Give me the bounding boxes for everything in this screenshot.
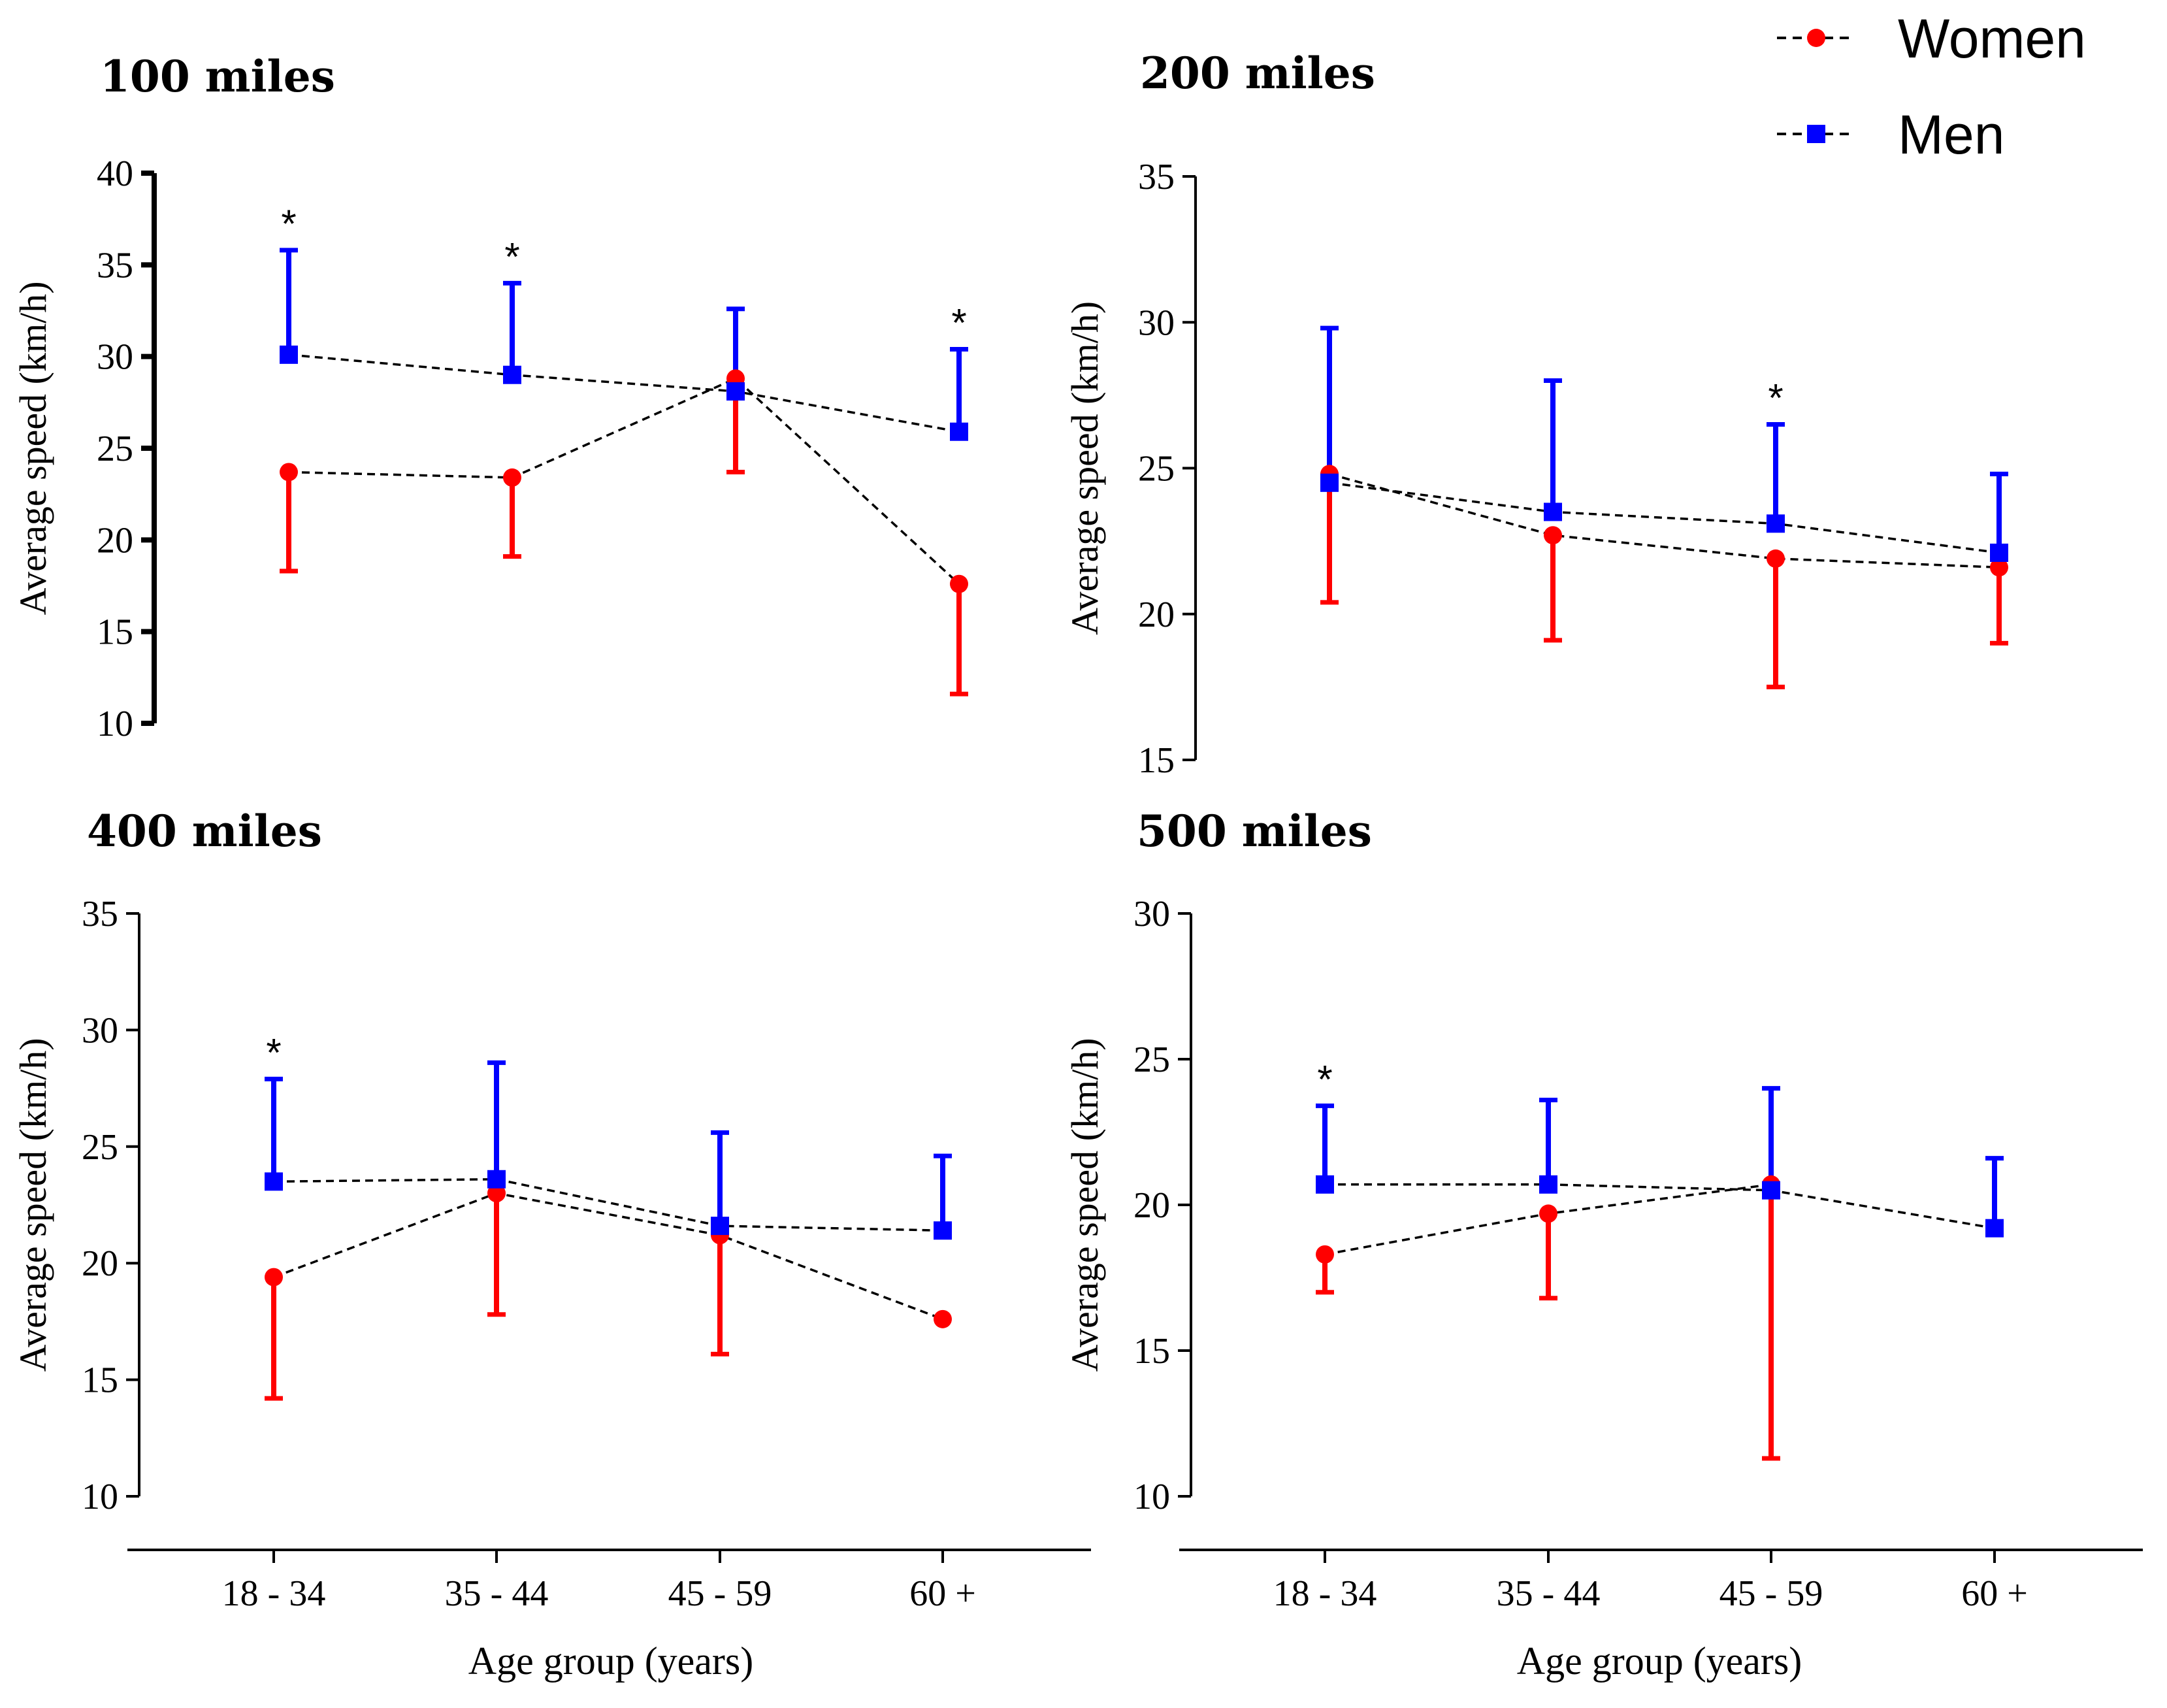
panel-title: 200 miles	[1140, 48, 1375, 99]
series-line-men	[273, 1178, 943, 1232]
y-tick-label: 40	[97, 154, 133, 194]
series-line-men	[1329, 482, 2000, 554]
point-men	[950, 422, 968, 441]
point-men	[934, 1221, 952, 1240]
point-men	[1767, 514, 1785, 533]
x-axis-label: Age group (years)	[1517, 1639, 1802, 1683]
y-tick-label: 20	[82, 1243, 118, 1284]
point-men	[1985, 1219, 2004, 1238]
y-axis-label: Average speed (km/h)	[12, 281, 54, 615]
y-tick-label: 30	[1138, 303, 1175, 343]
point-men	[265, 1172, 283, 1191]
panel-title: 100 miles	[100, 51, 335, 102]
y-tick-label: 35	[1138, 157, 1175, 197]
x-tick-label: 18 - 34	[1273, 1573, 1377, 1614]
chart-panel-4: 500 miles 10 15 20 25 30 Average speed (km/h) 1…	[1064, 806, 2143, 1683]
legend-women-label: Women	[1898, 8, 2086, 69]
x-tick-label: 35 - 44	[1497, 1573, 1601, 1614]
point-men	[1990, 543, 2008, 562]
y-tick-label: 20	[1138, 595, 1175, 635]
y-axis-label: Average speed (km/h)	[1064, 301, 1106, 635]
chart-panel-1: 100 miles 10 15 20 25 30 35 40 Average speed (km…	[12, 51, 968, 744]
x-tick-label: 60 +	[1961, 1573, 2028, 1614]
series-line-women	[288, 377, 960, 585]
point-women	[1990, 558, 2008, 577]
x-axis-label: Age group (years)	[468, 1639, 754, 1683]
point-women	[265, 1268, 283, 1287]
panel-title: 400 miles	[87, 806, 322, 857]
y-tick-label: 10	[1133, 1477, 1170, 1517]
panel-title: 500 miles	[1137, 806, 1372, 857]
series-line-men	[1325, 1183, 1995, 1230]
significance-marker: *	[1317, 1057, 1332, 1101]
point-men	[487, 1170, 506, 1189]
series-line-women	[273, 1192, 943, 1321]
point-men	[503, 365, 521, 384]
chart-panel-3: 400 miles 10 15 20 25 30 35 Average speed (km/h…	[12, 806, 1091, 1683]
significance-marker: *	[1768, 376, 1783, 420]
significance-marker: *	[504, 235, 519, 278]
point-men	[1316, 1175, 1334, 1194]
y-tick-label: 30	[97, 337, 133, 378]
point-women	[280, 463, 298, 482]
y-tick-label: 30	[82, 1010, 118, 1051]
point-women	[1767, 549, 1785, 568]
x-tick-label: 35 - 44	[445, 1573, 549, 1614]
point-women	[934, 1309, 952, 1328]
legend: Women Men	[1777, 8, 2086, 165]
y-tick-label: 15	[97, 612, 133, 653]
y-axis-label: Average speed (km/h)	[12, 1038, 54, 1371]
y-tick-label: 25	[1133, 1040, 1170, 1080]
y-tick-label: 15	[82, 1360, 118, 1401]
point-men	[1544, 502, 1562, 521]
y-tick-label: 10	[97, 704, 133, 744]
point-women	[1316, 1245, 1334, 1264]
y-tick-label: 35	[82, 894, 118, 934]
y-tick-label: 20	[1133, 1185, 1170, 1226]
chart-panel-2: 200 miles 15 20 25 30 35 Average speed (km/h) *	[1064, 48, 2008, 781]
point-men	[1762, 1181, 1780, 1200]
x-tick-label: 45 - 59	[1719, 1573, 1823, 1614]
y-axis-label: Average speed (km/h)	[1064, 1038, 1106, 1371]
y-tick-label: 25	[1138, 449, 1175, 489]
point-women	[950, 574, 968, 593]
y-tick-label: 20	[97, 520, 133, 561]
x-tick-label: 18 - 34	[222, 1573, 326, 1614]
point-women	[503, 468, 521, 487]
point-women	[1544, 526, 1562, 545]
x-tick-label: 45 - 59	[668, 1573, 772, 1614]
point-men	[726, 382, 745, 401]
point-men	[280, 345, 298, 364]
point-women	[487, 1184, 506, 1203]
point-women	[1539, 1204, 1557, 1223]
significance-marker: *	[281, 202, 296, 246]
y-tick-label: 15	[1133, 1331, 1170, 1371]
point-men	[711, 1217, 729, 1236]
x-tick-label: 60 +	[909, 1573, 976, 1614]
y-tick-label: 10	[82, 1477, 118, 1517]
legend-men-marker	[1807, 125, 1825, 143]
y-tick-label: 35	[97, 245, 133, 286]
point-men	[1539, 1175, 1557, 1194]
y-tick-label: 25	[82, 1127, 118, 1168]
legend-men-label: Men	[1898, 104, 2004, 165]
point-men	[1320, 473, 1339, 492]
series-line-women	[1329, 472, 2000, 569]
y-tick-label: 25	[97, 429, 133, 469]
y-tick-label: 30	[1133, 894, 1170, 934]
legend-women-marker	[1807, 29, 1825, 47]
significance-marker: *	[266, 1030, 281, 1074]
y-tick-label: 15	[1138, 740, 1175, 781]
significance-marker: *	[951, 301, 966, 344]
series-line-men	[288, 353, 960, 433]
